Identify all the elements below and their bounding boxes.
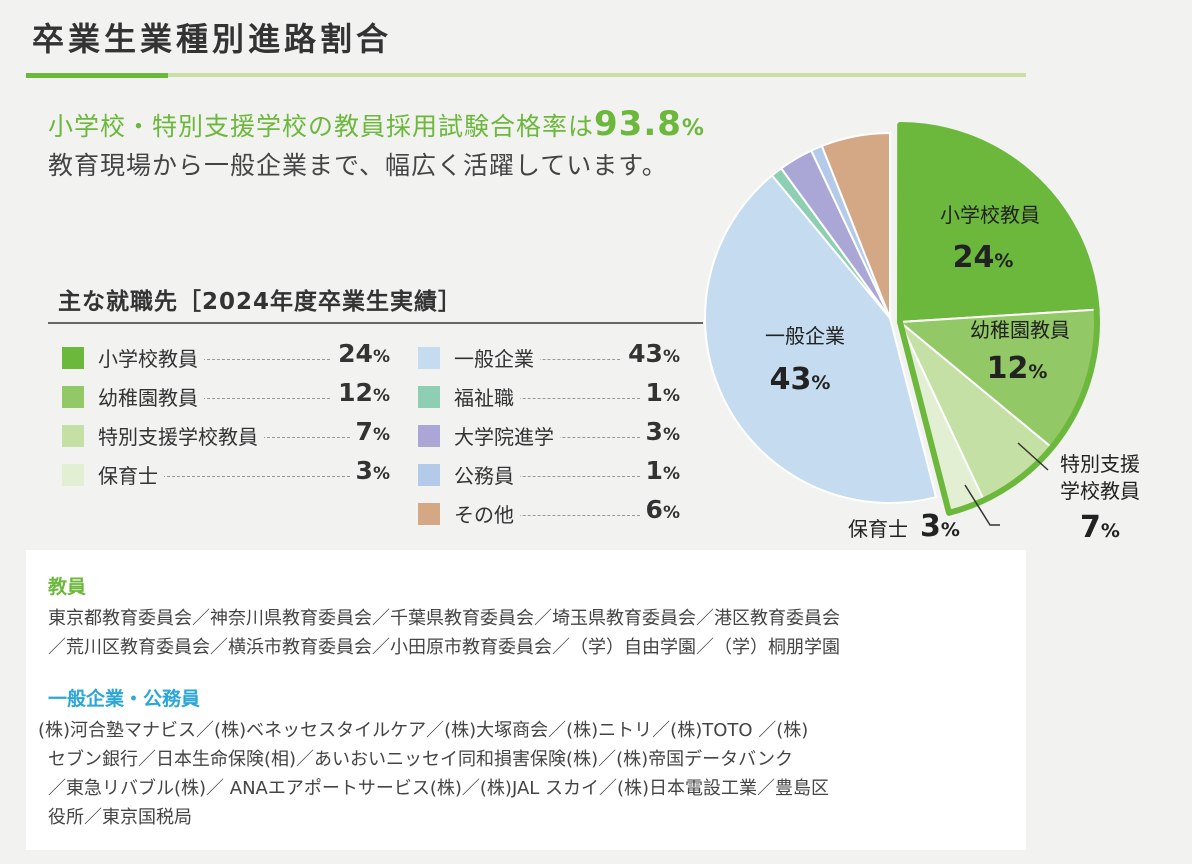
title-underline (26, 73, 1026, 77)
legend-leader-dots (102, 359, 350, 360)
pie-leader-line (964, 484, 1000, 526)
pie-label-nursery-name: 保育士 (848, 517, 908, 541)
pass-rate-value: 93.8 (594, 104, 682, 144)
pie-label-special-name-2: 学校教員 (1060, 479, 1140, 503)
corporate-list: (株)河合塾マナビス／(株)ベネッセスタイルケア／(株)大塚商会／(株)ニトリ／… (38, 716, 829, 832)
legend-value: 6% (639, 495, 680, 524)
legend-swatch (62, 425, 84, 447)
pie-slice-other (820, 131, 891, 319)
legend-label: 特別支援学校教員 (98, 421, 264, 450)
pie-label-nursery-value: 3% (920, 509, 960, 544)
teachers-line: 東京都教育委員会／神奈川県教育委員会／千葉県教育委員会／埼玉県教育委員会／港区教… (48, 608, 840, 629)
legend-item: 一般企業 43% (418, 339, 680, 382)
legend-label: 保育士 (98, 460, 164, 489)
legend-leader-dots (102, 476, 350, 477)
legend-left-column: 小学校教員 24% 幼稚園教員 12% 特別支援学校教員 7% 保育士 3% (62, 339, 390, 499)
legend-item: 公務員 1% (418, 456, 680, 499)
legend-value: 7% (349, 417, 390, 446)
legend-label: 一般企業 (454, 343, 540, 372)
pie-label-kindergarten-value: 12% (987, 351, 1048, 386)
pass-rate-unit: % (681, 116, 705, 141)
legend-item: 保育士 3% (62, 456, 390, 499)
legend-label: 福祉職 (454, 382, 520, 411)
pie-label-special-value: 7% (1080, 510, 1120, 545)
legend-swatch (62, 386, 84, 408)
corporate-line: セブン銀行／日本生命保険(相)／あいおいニッセイ同和損害保険(株)／(株)帝国デ… (48, 749, 794, 770)
pie-label-company-name: 一般企業 (765, 324, 845, 348)
pie-label-elementary-value: 24% (953, 240, 1014, 275)
legend-leader-dots (458, 515, 640, 516)
legend-item: 大学院進学 3% (418, 417, 680, 460)
lead-pass-rate: 小学校・特別支援学校の教員採用試験合格率は93.8% (48, 104, 705, 144)
legend-item: 特別支援学校教員 7% (62, 417, 390, 460)
legend-label: 公務員 (454, 460, 520, 489)
legend-leader-dots (458, 398, 640, 399)
pie-teacher-group-outline (897, 122, 1100, 516)
legend-swatch (418, 464, 440, 486)
legend-leader-dots (458, 476, 640, 477)
legend-item: その他 6% (418, 495, 680, 538)
destinations-panel: 教員 東京都教育委員会／神奈川県教育委員会／千葉県教育委員会／埼玉県教育委員会／… (26, 550, 1026, 850)
lead-subtext: 教育現場から一般企業まで、幅広く活躍しています。 (48, 151, 668, 180)
pie-label-company-value: 43% (770, 362, 831, 397)
pie-label-elementary-name: 小学校教員 (940, 203, 1040, 227)
teachers-heading: 教員 (48, 576, 87, 598)
legend-label: その他 (454, 499, 520, 528)
legend-label: 幼稚園教員 (98, 382, 204, 411)
legend-value: 12% (332, 378, 390, 407)
legend-item: 幼稚園教員 12% (62, 378, 390, 421)
page-title: 卒業生業種別進路割合 (32, 20, 393, 58)
corporate-line: (株)河合塾マナビス／(株)ベネッセスタイルケア／(株)大塚商会／(株)ニトリ／… (38, 720, 809, 741)
teachers-line: ／荒川区教育委員会／横浜市教育委員会／小田原市教育委員会／（学）自由学園／（学）… (48, 637, 840, 658)
pie-label-special-name-1: 特別支援 (1060, 452, 1140, 476)
legend-value: 3% (639, 417, 680, 446)
legend-leader-dots (102, 398, 350, 399)
legend-swatch (62, 464, 84, 486)
legend-label: 小学校教員 (98, 343, 204, 372)
legend-value: 1% (639, 378, 680, 407)
legend-title: 主な就職先［2024年度卒業生実績］ (58, 289, 463, 315)
corporate-heading: 一般企業・公務員 (48, 688, 201, 710)
lead-prefix: 小学校・特別支援学校の教員採用試験合格率は (48, 112, 595, 141)
pie-slice-company (704, 174, 938, 504)
teachers-list: 東京都教育委員会／神奈川県教育委員会／千葉県教育委員会／埼玉県教育委員会／港区教… (48, 604, 840, 662)
legend-value: 24% (332, 339, 390, 368)
corporate-line: 役所／東京国税局 (48, 807, 192, 828)
legend-swatch (418, 425, 440, 447)
legend-swatch (418, 386, 440, 408)
pie-label-kindergarten-name: 幼稚園教員 (970, 318, 1070, 342)
pie-chart: 小学校教員 24% 幼稚園教員 12% 特別支援 学校教員 7% 保育士 3% … (704, 122, 1140, 545)
corporate-line: ／東急リバブル(株)／ ANAエアポートサービス(株)／(株)JAL スカイ／(… (48, 778, 830, 799)
legend-right-column: 一般企業 43% 福祉職 1% 大学院進学 3% 公務員 1% その他 6% (418, 339, 680, 538)
legend-swatch (418, 503, 440, 525)
legend-leader-dots (458, 359, 640, 360)
legend-swatch (418, 347, 440, 369)
title-underline-accent (26, 73, 168, 78)
legend-item: 福祉職 1% (418, 378, 680, 421)
legend-value: 3% (349, 456, 390, 485)
legend-value: 43% (622, 339, 680, 368)
legend-item: 小学校教員 24% (62, 339, 390, 382)
legend-label: 大学院進学 (454, 421, 560, 450)
legend-title-rule (48, 322, 703, 324)
pie-leader-line (1017, 442, 1049, 471)
legend-swatch (62, 347, 84, 369)
legend-value: 1% (639, 456, 680, 485)
